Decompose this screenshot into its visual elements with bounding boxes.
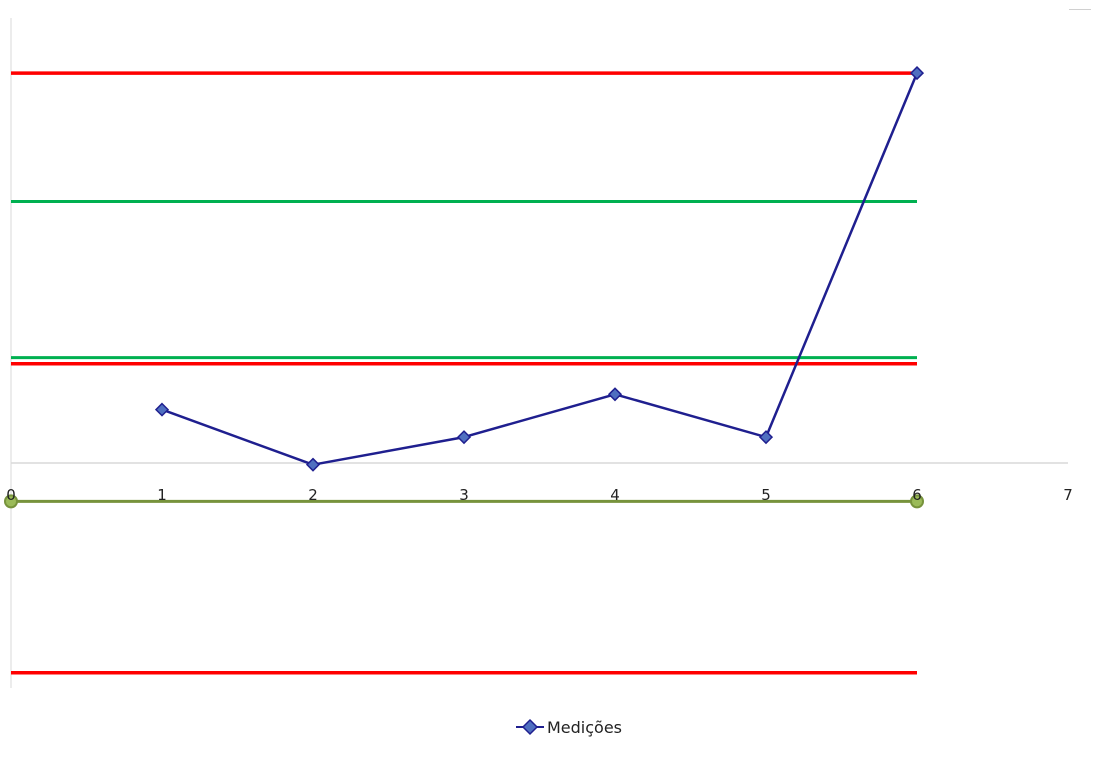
data-point-1 (154, 402, 170, 417)
data-point-5 (758, 430, 774, 445)
data-point-2 (305, 457, 321, 472)
x-tick-label-4: 4 (610, 486, 620, 504)
x-tick-label-0: 0 (6, 486, 16, 504)
data-point-3 (456, 430, 472, 445)
x-tick-label-6: 6 (912, 486, 922, 504)
reference-line-4-marker-1 (910, 494, 924, 509)
x-tick-labels: 0 1 2 3 4 5 6 7 (6, 486, 1073, 504)
x-tick-label-3: 3 (459, 486, 469, 504)
x-tick-label-7: 7 (1063, 486, 1073, 504)
legend-diamond-marker (521, 718, 539, 736)
x-tick-label-5: 5 (761, 486, 771, 504)
legend: Medições (516, 718, 622, 737)
reference-line-4-marker-0 (4, 494, 18, 509)
legend-label: Medições (547, 718, 622, 737)
data-point-6 (909, 66, 925, 81)
series-line-0 (161, 72, 919, 466)
window-corner-mark (1069, 9, 1091, 10)
reference-lines (4, 71, 924, 675)
data-point-4 (607, 387, 623, 402)
x-tick-label-2: 2 (308, 486, 318, 504)
series-layer (154, 66, 925, 472)
x-tick-label-1: 1 (157, 486, 167, 504)
